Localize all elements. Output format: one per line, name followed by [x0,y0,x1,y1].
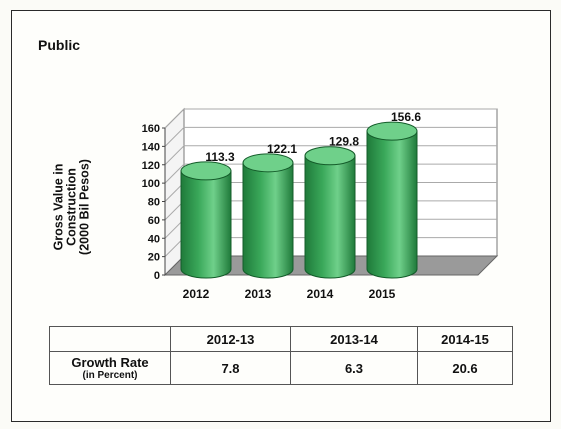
growth-rate-unit: (in Percent) [82,370,138,381]
bar-top-cap [366,121,418,141]
growth-table-value-row: Growth Rate (in Percent) 7.8 6.3 20.6 [49,351,513,385]
y-tick-label: 80 [148,197,160,209]
x-tick-label: 2014 [307,287,334,301]
period-header: 2014-15 [417,326,513,352]
y-tick-label: 20 [148,252,160,264]
period-header: 2013-14 [290,326,418,352]
growth-rate-row-header: Growth Rate (in Percent) [49,351,171,385]
y-tick-label: 140 [142,141,160,153]
data-label: 129.8 [329,135,359,149]
growth-rate-value: 7.8 [170,351,291,385]
y-tick-label: 0 [154,270,160,282]
y-tick-label: 40 [148,233,160,245]
bar-body [366,130,418,279]
growth-rate-value: 20.6 [417,351,513,385]
bar-2012 [180,161,232,279]
x-tick-label: 2013 [245,287,272,301]
y-tick-label: 160 [142,123,160,135]
x-tick-label: 2012 [183,287,210,301]
bar-body [180,170,232,279]
y-axis-label-line-3: (2000 Bil Pesos) [77,159,92,255]
gridline [164,108,497,129]
growth-rate-value: 6.3 [290,351,418,385]
bar-top-cap [304,146,356,166]
growth-table-corner-cell [49,326,171,352]
bar-2015 [366,121,418,279]
bar-body [304,155,356,279]
bar-2014 [304,146,356,279]
data-label: 113.3 [205,150,235,164]
slide-heading: Public [38,37,81,53]
bar-body [242,162,294,279]
y-tick-label: 120 [142,160,160,172]
period-header: 2012-13 [170,326,291,352]
growth-table-header-row: 2012-13 2013-14 2014-15 [49,326,513,352]
y-tick-label: 100 [142,178,160,190]
x-tick-label: 2015 [369,287,396,301]
y-tick-label: 60 [148,215,160,227]
bar-top-cap [242,153,294,173]
data-label: 156.6 [391,110,421,124]
bar-2013 [242,153,294,279]
growth-rate-table: 2012-13 2013-14 2014-15 Growth Rate (in … [49,326,513,385]
growth-rate-label: Growth Rate [71,355,149,370]
y-axis-label: Gross Value in Construction (2000 Bil Pe… [52,159,92,255]
bar-top-cap [180,161,232,181]
data-label: 122.1 [267,142,297,156]
